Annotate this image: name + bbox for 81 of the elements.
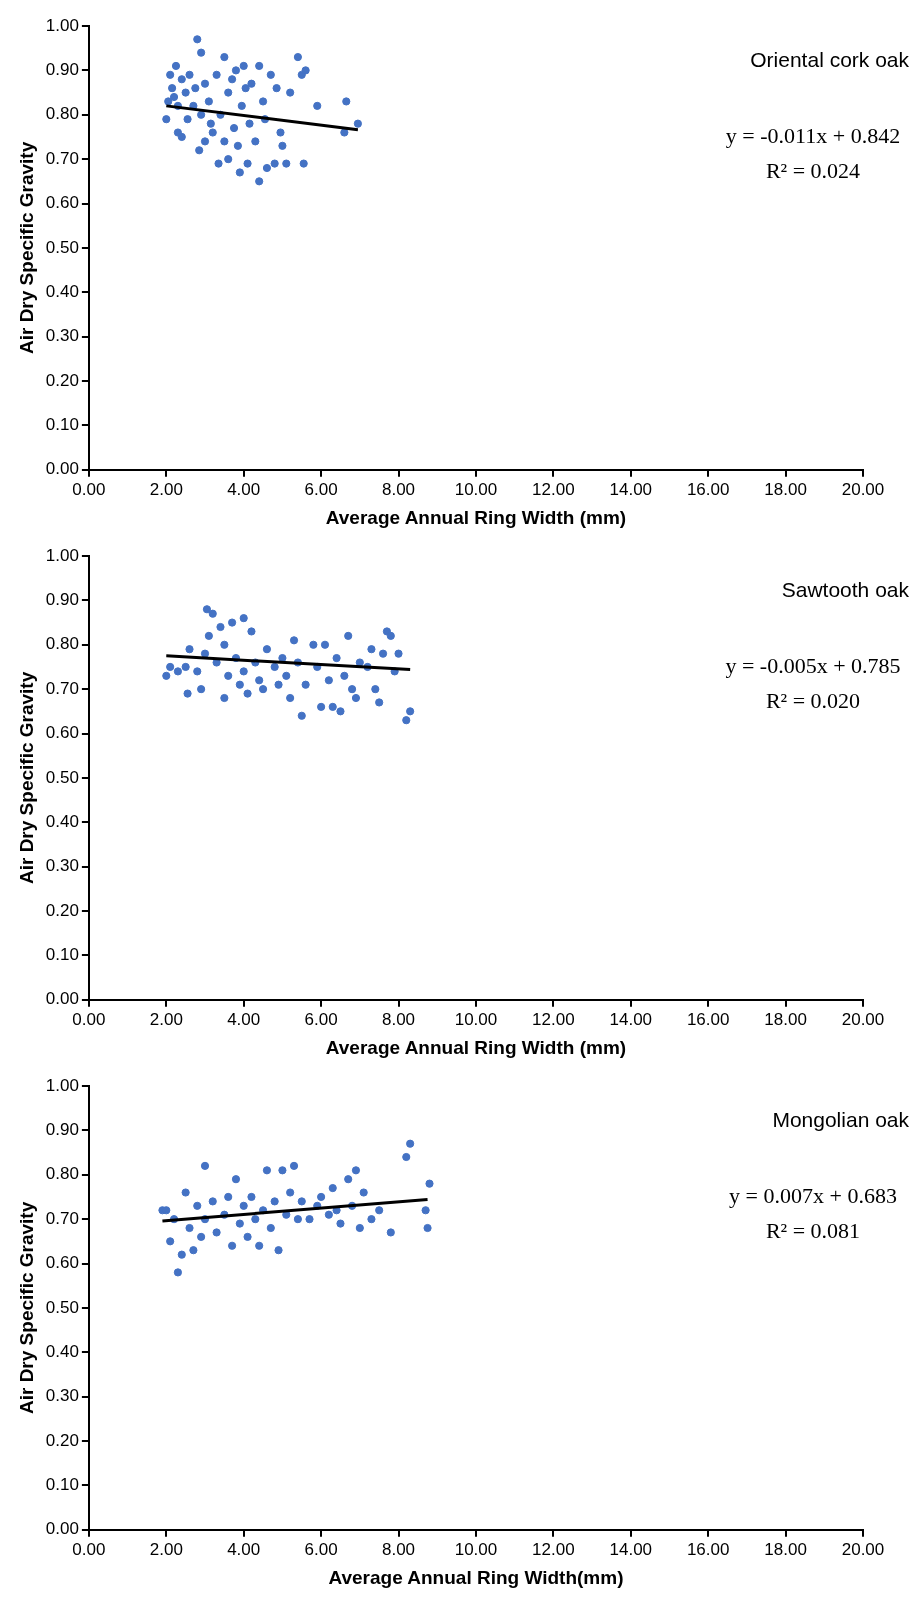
y-tick-label: 0.00: [45, 459, 79, 479]
x-tick-label: 8.00: [381, 1539, 416, 1559]
y-tick-label: 0.50: [45, 1297, 79, 1317]
y-tick-label: 0.10: [45, 945, 79, 965]
y-tick-label: 0.00: [45, 989, 79, 1009]
x-axis-title: Average Annual Ring Width (mm): [325, 506, 627, 528]
y-tick-label: 0.80: [45, 634, 79, 654]
x-tick-label: 18.00: [764, 479, 807, 499]
y-tick-label: 0.30: [45, 856, 79, 876]
x-tick-label: 12.00: [532, 1539, 575, 1559]
x-tick-label: 20.00: [841, 1539, 885, 1559]
y-tick-label: 0.10: [45, 415, 79, 435]
y-tick-label: 1.00: [45, 1075, 79, 1095]
y-tick-label: 1.00: [45, 545, 79, 565]
annotation: y = -0.011x + 0.842: [725, 122, 901, 148]
x-tick-label: 10.00: [454, 1539, 498, 1559]
x-tick-label: 2.00: [149, 1539, 183, 1559]
y-tick-label: 0.80: [45, 1164, 79, 1184]
y-tick-label: 0.40: [45, 1341, 79, 1361]
x-tick-label: 16.00: [686, 1009, 730, 1029]
x-tick-label: 6.00: [304, 479, 338, 499]
x-tick-label: 20.00: [841, 479, 885, 499]
y-tick-label: 0.10: [45, 1475, 79, 1495]
y-tick-label: 0.40: [45, 281, 79, 301]
x-tick-label: 16.00: [686, 1539, 730, 1559]
x-tick-label: 0.00: [72, 1539, 106, 1559]
x-tick-label: 2.00: [149, 1009, 183, 1029]
x-tick-label: 8.00: [381, 1009, 416, 1029]
x-tick-label: 14.00: [609, 479, 653, 499]
text: Mongolian oak: [772, 1108, 910, 1132]
y-tick-label: 0.20: [45, 900, 79, 920]
annotation: R² = 0.024: [765, 158, 861, 184]
x-tick-label: 6.00: [304, 1539, 338, 1559]
y-tick-label: 0.30: [45, 326, 79, 346]
x-tick-label: 10.00: [454, 1009, 498, 1029]
x-tick-label: 6.00: [304, 1009, 338, 1029]
y-tick-label: 0.90: [45, 1120, 79, 1140]
y-tick-label: 0.20: [45, 370, 79, 390]
x-tick-label: 14.00: [609, 1009, 653, 1029]
x-tick-label: 18.00: [764, 1009, 807, 1029]
x-tick-label: 10.00: [454, 479, 498, 499]
y-tick-label: 0.00: [45, 1519, 79, 1539]
y-axis-title: Air Dry Specific Gravity: [15, 141, 37, 355]
y-tick-label: 0.60: [45, 723, 79, 743]
x-tick-label: 14.00: [609, 1539, 653, 1559]
y-tick-label: 0.50: [45, 237, 79, 257]
y-tick-label: 1.00: [45, 15, 79, 35]
y-tick-label: 0.70: [45, 678, 79, 698]
x-tick-label: 4.00: [227, 1009, 261, 1029]
y-tick-label: 0.60: [45, 193, 79, 213]
x-tick-label: 12.00: [532, 1009, 575, 1029]
x-tick-label: 8.00: [381, 479, 416, 499]
x-axis-title: Average Annual Ring Width(mm): [328, 1566, 624, 1588]
y-axis-title: Air Dry Specific Gravity: [15, 1201, 37, 1415]
annotation: y = 0.007x + 0.683: [729, 1182, 897, 1208]
x-tick-label: 12.00: [532, 479, 575, 499]
y-tick-label: 0.90: [45, 590, 79, 610]
y-tick-label: 0.30: [45, 1386, 79, 1406]
y-tick-label: 0.50: [45, 767, 79, 787]
y-tick-label: 0.70: [45, 148, 79, 168]
y-tick-label: 0.20: [45, 1430, 79, 1450]
y-axis-title: Air Dry Specific Gravity: [15, 671, 37, 885]
annotation: y = -0.005x + 0.785: [725, 652, 901, 678]
y-tick-label: 0.40: [45, 811, 79, 831]
text: Oriental cork oak: [750, 48, 910, 72]
text: Sawtooth oak: [781, 578, 910, 602]
x-tick-label: 16.00: [686, 479, 730, 499]
x-tick-label: 4.00: [227, 479, 261, 499]
x-tick-label: 18.00: [764, 1539, 807, 1559]
y-tick-label: 0.90: [45, 60, 79, 80]
x-tick-label: 0.00: [72, 1009, 106, 1029]
y-tick-label: 0.60: [45, 1253, 79, 1273]
x-tick-label: 2.00: [149, 479, 183, 499]
y-tick-label: 0.70: [45, 1208, 79, 1228]
y-tick-label: 0.80: [45, 104, 79, 124]
x-tick-label: 20.00: [841, 1009, 885, 1029]
x-tick-label: 0.00: [72, 479, 106, 499]
x-axis-title: Average Annual Ring Width (mm): [325, 1036, 627, 1058]
annotation: R² = 0.081: [765, 1218, 861, 1244]
annotation: R² = 0.020: [765, 688, 861, 714]
x-tick-label: 4.00: [227, 1539, 261, 1559]
